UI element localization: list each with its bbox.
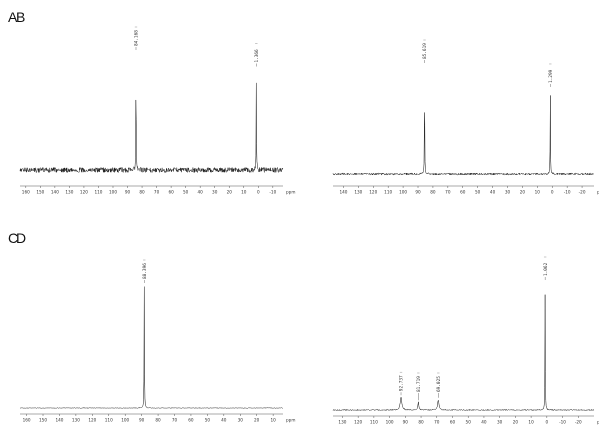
x-tick-label: 40 (221, 418, 227, 423)
x-tick-label: -20 (579, 190, 586, 195)
peak-label: 81.719 (416, 376, 422, 392)
x-tick-label: 130 (338, 420, 346, 425)
x-tick-label: 160 (22, 190, 30, 195)
x-axis-label: ppm (597, 190, 599, 195)
x-tick-label: 150 (39, 418, 47, 423)
x-tick-label: 20 (513, 420, 519, 425)
peak-label: 1.366 (254, 49, 260, 63)
spectrum-panel-d: D1301201101009080706050403020100-10-20pp… (16, 230, 599, 425)
x-tick-label: 110 (384, 190, 392, 195)
spectrum-panel-c: C 160 150 140 130 120 110 100 90 80 70 60 50 40 30 20 10… (8, 230, 295, 423)
peak-label: 69.025 (436, 376, 442, 392)
x-tick-label: 120 (354, 420, 362, 425)
x-tick-label: 90 (415, 190, 421, 195)
x-tick-label: 80 (430, 190, 436, 195)
x-tick-label: 40 (490, 190, 496, 195)
spectrum-trace (19, 82, 284, 174)
x-tick-label: 130 (65, 190, 73, 195)
x-tick-label: -10 (559, 420, 566, 425)
x-tick-label: 60 (450, 420, 456, 425)
spectrum-trace (332, 294, 594, 412)
x-tick-label: 130 (72, 418, 80, 423)
peak-label: 1.299 (548, 69, 554, 83)
x-tick-label: 90 (125, 190, 131, 195)
x-tick-label: 40 (481, 420, 487, 425)
x-tick-label: 70 (434, 420, 440, 425)
x-axis-label: ppm (286, 418, 295, 423)
x-tick-label: 160 (23, 418, 31, 423)
panel-letter: B (16, 9, 25, 25)
x-tick-label: 100 (109, 190, 117, 195)
x-tick-label: 30 (497, 420, 503, 425)
x-tick-label: 120 (369, 190, 377, 195)
x-tick-label: 10 (241, 190, 247, 195)
x-tick-label: 140 (339, 190, 347, 195)
x-tick-label: 150 (36, 190, 44, 195)
x-tick-label: 10 (270, 418, 276, 423)
x-tick-label: -10 (269, 190, 276, 195)
x-tick-label: 50 (475, 190, 481, 195)
x-tick-label: 30 (505, 190, 511, 195)
panel-letter: A (8, 9, 18, 25)
peak-label: 1.062 (543, 262, 549, 276)
peak-label: 85.619 (422, 43, 428, 59)
panel-letter: D (16, 230, 26, 246)
x-tick-label: 40 (198, 190, 204, 195)
spectrum-trace (19, 286, 283, 409)
x-tick-label: 50 (183, 190, 189, 195)
x-tick-label: 60 (460, 190, 466, 195)
x-axis-label: ppm (286, 190, 295, 195)
x-tick-label: 140 (55, 418, 63, 423)
spectrum-trace (332, 95, 594, 176)
x-tick-label: 80 (418, 420, 424, 425)
x-tick-label: 100 (399, 190, 407, 195)
x-tick-label: 0 (551, 190, 554, 195)
x-tick-label: 10 (535, 190, 541, 195)
x-tick-label: 70 (172, 418, 178, 423)
x-tick-label: -20 (575, 420, 582, 425)
x-tick-label: 140 (51, 190, 59, 195)
x-tick-label: 60 (188, 418, 194, 423)
x-tick-label: 80 (155, 418, 161, 423)
x-tick-label: 30 (212, 190, 218, 195)
x-tick-label: 80 (139, 190, 145, 195)
x-tick-label: 100 (121, 418, 129, 423)
x-tick-label: 110 (105, 418, 113, 423)
x-tick-label: 0 (545, 420, 548, 425)
x-tick-label: 110 (94, 190, 102, 195)
x-tick-label: 100 (386, 420, 394, 425)
panel-letter: C (8, 230, 18, 246)
x-tick-label: 90 (139, 418, 145, 423)
x-tick-label: -10 (564, 190, 571, 195)
peak-label: 88.396 (142, 263, 148, 279)
x-tick-label: 50 (466, 420, 472, 425)
x-tick-label: 70 (445, 190, 451, 195)
x-tick-label: 60 (168, 190, 174, 195)
x-tick-label: 120 (80, 190, 88, 195)
x-tick-label: 90 (403, 420, 409, 425)
x-tick-label: 0 (257, 190, 260, 195)
peak-label: 92.737 (399, 375, 405, 391)
x-tick-label: 10 (528, 420, 534, 425)
x-tick-label: 30 (238, 418, 244, 423)
x-tick-label: 120 (88, 418, 96, 423)
peak-label: 84.168 (134, 30, 140, 46)
x-tick-label: 20 (227, 190, 233, 195)
x-tick-label: 70 (154, 190, 160, 195)
x-tick-label: 50 (205, 418, 211, 423)
x-tick-label: 130 (354, 190, 362, 195)
x-tick-label: 20 (520, 190, 526, 195)
x-tick-label: 20 (254, 418, 260, 423)
x-tick-label: 110 (370, 420, 378, 425)
x-axis-label: ppm (597, 420, 599, 425)
